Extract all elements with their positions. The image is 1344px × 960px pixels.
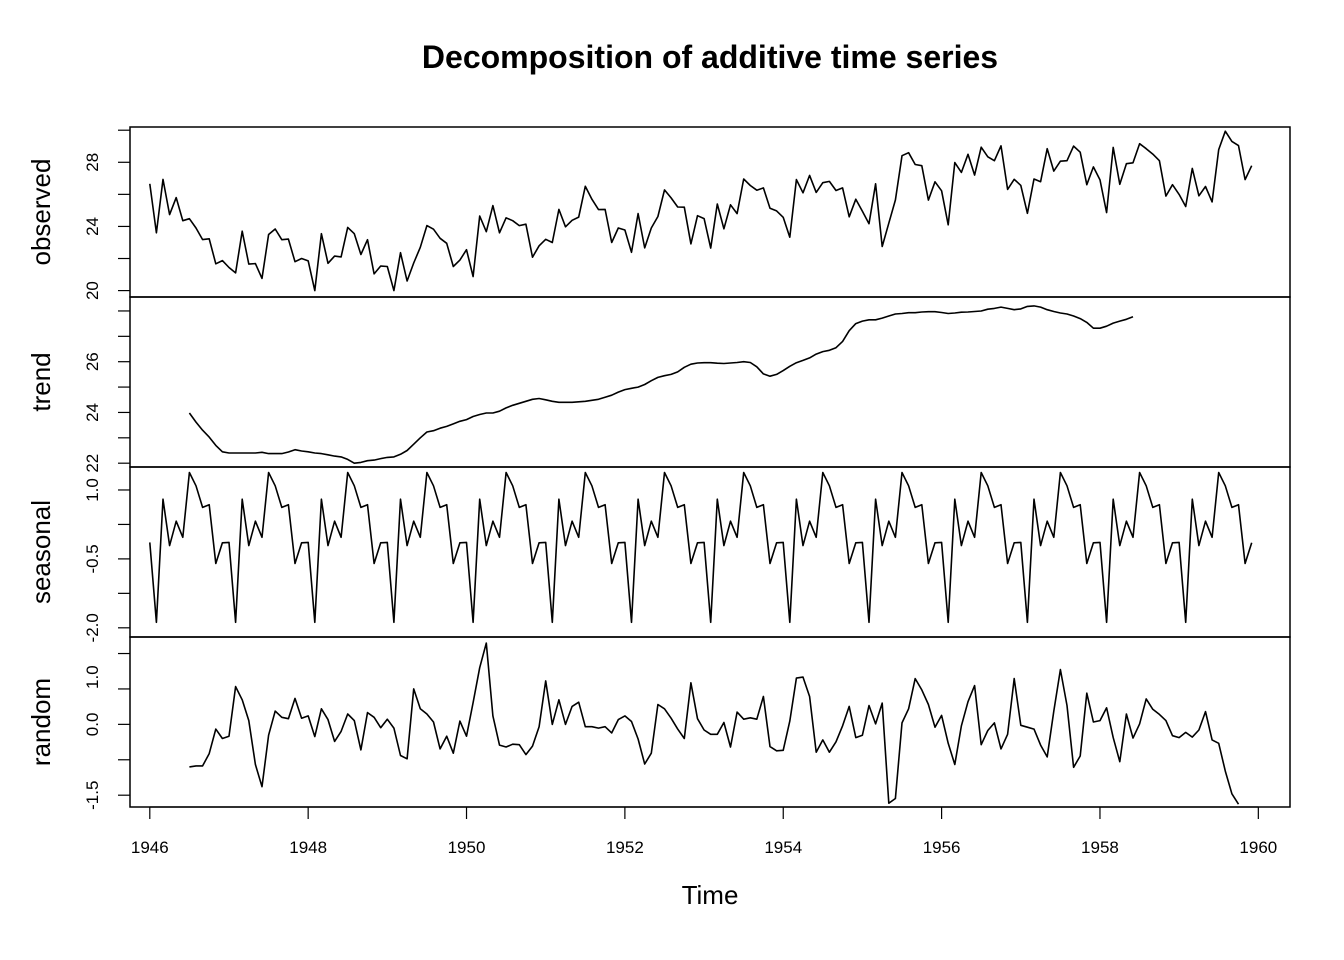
panel-random: random -1.5 0.0 1.0 bbox=[26, 636, 1291, 810]
x-tick-label: 1956 bbox=[923, 838, 961, 857]
y-tick-label-random: 1.0 bbox=[83, 665, 102, 689]
panel-observed: observed 20 24 28 bbox=[26, 126, 1291, 300]
x-tick-label: 1946 bbox=[131, 838, 169, 857]
y-tick-label-trend: 24 bbox=[83, 403, 102, 422]
y-tick-label-random: 0.0 bbox=[83, 713, 102, 737]
x-tick-label: 1948 bbox=[289, 838, 327, 857]
x-tick-label: 1954 bbox=[764, 838, 802, 857]
series-line-observed bbox=[149, 130, 1253, 292]
y-tick-label-random: -1.5 bbox=[83, 781, 102, 810]
panel-label-observed: observed bbox=[26, 159, 56, 266]
y-tick-label-trend: 22 bbox=[83, 454, 102, 473]
chart-title: Decomposition of additive time series bbox=[422, 39, 998, 75]
panel-label-trend: trend bbox=[26, 352, 56, 411]
panel-trend: trend 22 24 26 bbox=[26, 296, 1291, 473]
x-axis-label: Time bbox=[682, 880, 739, 910]
x-tick-label: 1952 bbox=[606, 838, 644, 857]
y-tick-label-seasonal: -0.5 bbox=[83, 544, 102, 573]
panel-label-random: random bbox=[26, 678, 56, 766]
series-line-trend bbox=[188, 305, 1134, 464]
panel-seasonal: seasonal -2.0 -0.5 1.0 bbox=[26, 466, 1291, 642]
y-tick-label-observed: 28 bbox=[83, 153, 102, 172]
x-tick-label: 1950 bbox=[448, 838, 486, 857]
panel-frame-random bbox=[129, 636, 1291, 808]
y-tick-label-seasonal: 1.0 bbox=[83, 478, 102, 502]
y-tick-label-seasonal: -2.0 bbox=[83, 613, 102, 642]
y-tick-label-observed: 20 bbox=[83, 281, 102, 300]
x-tick-label: 1960 bbox=[1239, 838, 1277, 857]
y-tick-label-observed: 24 bbox=[83, 217, 102, 236]
series-line-seasonal bbox=[149, 471, 1253, 624]
x-axis: 1946 1948 1950 1952 1954 1956 1958 1960 bbox=[131, 806, 1277, 857]
series-line-random bbox=[189, 642, 1240, 805]
x-tick-label: 1958 bbox=[1081, 838, 1119, 857]
y-tick-label-trend: 26 bbox=[83, 352, 102, 371]
panel-label-seasonal: seasonal bbox=[26, 500, 56, 604]
panel-frame-observed bbox=[129, 126, 1291, 298]
panels-group: observed 20 24 28 trend 22 24 26 seasonal -2.0 -0.… bbox=[26, 126, 1291, 810]
